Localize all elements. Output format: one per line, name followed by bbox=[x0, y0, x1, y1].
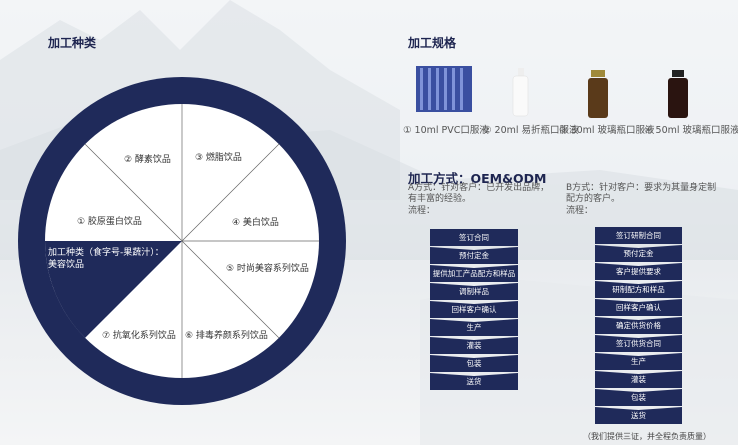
flow-b-step: 客户提供要求 bbox=[595, 263, 682, 280]
product-label-2: ② 20ml 易折瓶口服液 bbox=[483, 125, 579, 136]
flow-b-step: 签订供货合同 bbox=[595, 335, 682, 352]
flow-b-step: 送货 bbox=[595, 407, 682, 424]
product-label-4: ④ 50ml 玻璃瓶口服液 bbox=[644, 125, 738, 136]
flow-a-step: 送货 bbox=[430, 373, 518, 390]
center-label-line2: 美容饮品 bbox=[48, 260, 85, 270]
flow-a-step: 回样客户确认 bbox=[430, 301, 518, 318]
type-item-4: ④ 美白饮品 bbox=[232, 218, 279, 228]
flow-a-step: 生产 bbox=[430, 319, 518, 336]
flow-a-step: 提供加工产品配方和样品 bbox=[430, 265, 518, 282]
pvc-vial-strip-icon bbox=[416, 66, 472, 112]
wheel-spokes bbox=[84, 104, 319, 378]
flow-a-step: 包装 bbox=[430, 355, 518, 372]
type-item-6: ⑥ 排毒养颜系列饮品 bbox=[185, 331, 268, 341]
specs-title: 加工规格 bbox=[408, 36, 457, 50]
flow-b-step: 回样客户确认 bbox=[595, 299, 682, 316]
center-label-line1: 加工种类（食字号-果蔬汁）： bbox=[48, 248, 164, 258]
white-snap-bottle-icon bbox=[512, 68, 529, 117]
methods-title: 加工方式：OEM&ODM bbox=[408, 171, 547, 186]
method-a-flow-label: 流程： bbox=[408, 206, 436, 216]
quality-note: （我们提供三证，并全程负责质量） bbox=[583, 432, 711, 441]
flow-b-step: 研制配方和样品 bbox=[595, 281, 682, 298]
type-item-3: ③ 燃脂饮品 bbox=[195, 153, 242, 163]
type-item-2: ② 酵素饮品 bbox=[124, 155, 171, 165]
flow-a-step: 灌装 bbox=[430, 337, 518, 354]
type-item-1: ① 胶原蛋白饮品 bbox=[77, 217, 142, 227]
dark-glass-bottle-icon bbox=[668, 70, 688, 118]
flow-b-step: 灌装 bbox=[595, 371, 682, 388]
flow-a-step: 调制样品 bbox=[430, 283, 518, 300]
product-label-1: ① 10ml PVC口服液 bbox=[403, 125, 489, 136]
wheel-center-wedge bbox=[44, 241, 182, 338]
method-b-desc: B方式：针对客户：要求为其量身定制配方的客户。 bbox=[566, 183, 717, 204]
flow-b-step: 预付定金 bbox=[595, 245, 682, 262]
flow-b-step: 包装 bbox=[595, 389, 682, 406]
type-item-7: ⑦ 抗氧化系列饮品 bbox=[102, 331, 176, 341]
types-title: 加工种类 bbox=[48, 36, 97, 50]
processing-types-wheel bbox=[18, 77, 346, 405]
method-a-desc: A方式：针对客户：已开发出品牌，有丰富的经验。 bbox=[408, 183, 550, 204]
flow-b-step: 确定供货价格 bbox=[595, 317, 682, 334]
product-label-3: ③ 30ml 玻璃瓶口服液 bbox=[559, 125, 655, 136]
amber-glass-bottle-icon bbox=[588, 70, 608, 118]
method-b-flow-label: 流程： bbox=[566, 206, 594, 216]
product-images bbox=[416, 66, 688, 118]
method-a-flow: 签订合同 预付定金 提供加工产品配方和样品 调制样品 回样客户确认 生产 灌装 … bbox=[430, 229, 518, 391]
method-b-flow: 签订研制合同 预付定金 客户提供要求 研制配方和样品 回样客户确认 确定供货价格… bbox=[595, 227, 682, 425]
type-item-5: ⑤ 时尚美容系列饮品 bbox=[226, 264, 309, 274]
flow-b-step: 签订研制合同 bbox=[595, 227, 682, 244]
flow-a-step: 预付定金 bbox=[430, 247, 518, 264]
flow-b-step: 生产 bbox=[595, 353, 682, 370]
flow-a-step: 签订合同 bbox=[430, 229, 518, 246]
